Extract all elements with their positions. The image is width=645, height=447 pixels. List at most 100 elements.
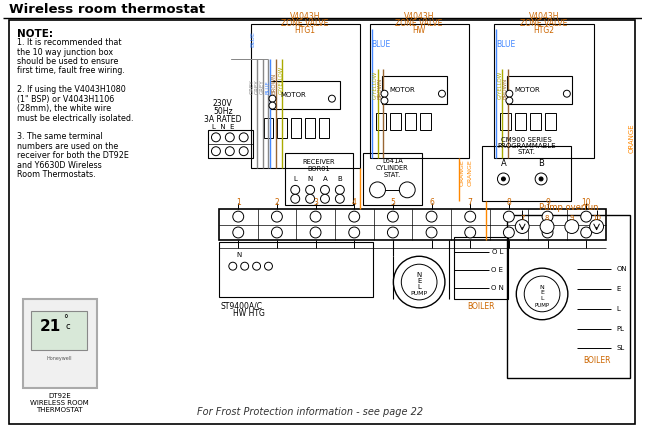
Text: MOTOR: MOTOR (514, 87, 540, 93)
Text: HTG2: HTG2 (533, 26, 555, 35)
Text: BLUE: BLUE (266, 80, 271, 94)
Text: BROWN: BROWN (503, 77, 508, 99)
Text: N: N (417, 272, 422, 278)
Circle shape (426, 227, 437, 238)
Circle shape (439, 90, 446, 97)
Text: E: E (540, 291, 544, 295)
Text: numbers are used on the: numbers are used on the (17, 142, 118, 151)
Text: PUMP: PUMP (535, 304, 550, 308)
Text: G/YELLOW: G/YELLOW (278, 65, 283, 94)
Bar (208, 131, 253, 158)
Circle shape (310, 211, 321, 222)
Bar (30, 311, 87, 350)
Text: BROWN: BROWN (378, 77, 383, 99)
Text: GREY: GREY (255, 79, 260, 94)
Bar (495, 24, 593, 158)
Bar (219, 242, 373, 297)
Text: 10: 10 (592, 215, 601, 221)
Text: (1" BSP) or V4043H1106: (1" BSP) or V4043H1106 (17, 95, 114, 104)
Bar (270, 81, 340, 109)
Text: BROWN: BROWN (272, 72, 277, 94)
Text: Honeywell: Honeywell (46, 356, 72, 361)
Text: THERMOSTAT: THERMOSTAT (36, 407, 83, 413)
Text: N: N (540, 284, 544, 290)
Text: L: L (617, 306, 620, 312)
Text: ZONE VALVE: ZONE VALVE (395, 19, 443, 28)
Circle shape (503, 211, 514, 222)
Text: ORANGE: ORANGE (628, 123, 634, 153)
Text: WIRELESS ROOM: WIRELESS ROOM (30, 400, 88, 406)
Circle shape (269, 102, 276, 109)
Text: 3: 3 (313, 198, 318, 207)
Text: A: A (501, 159, 506, 168)
Text: BLUE: BLUE (250, 31, 255, 47)
Circle shape (388, 211, 399, 222)
Circle shape (539, 177, 543, 181)
Text: G/YELLOW: G/YELLOW (497, 71, 502, 99)
Circle shape (321, 186, 330, 194)
Circle shape (540, 219, 554, 233)
Circle shape (465, 211, 475, 222)
Text: 2. If using the V4043H1080: 2. If using the V4043H1080 (17, 85, 125, 94)
Text: 230V: 230V (213, 99, 233, 108)
Circle shape (269, 95, 276, 102)
Text: L641A: L641A (382, 158, 402, 164)
Circle shape (291, 194, 300, 203)
Bar (545, 113, 556, 131)
Text: 9: 9 (570, 215, 574, 221)
Text: N: N (236, 252, 241, 258)
Text: 7: 7 (468, 198, 473, 207)
Circle shape (516, 268, 568, 320)
Circle shape (503, 227, 514, 238)
Circle shape (212, 133, 221, 142)
Text: HW HTG: HW HTG (233, 309, 264, 318)
Text: Room Thermostats.: Room Thermostats. (17, 170, 95, 179)
Bar (501, 113, 511, 131)
Text: ST9400A/C: ST9400A/C (221, 302, 263, 311)
Text: 3. The same terminal: 3. The same terminal (17, 132, 103, 141)
Circle shape (506, 90, 513, 97)
Circle shape (515, 219, 529, 233)
Text: G/YELLOW: G/YELLOW (372, 71, 377, 99)
Circle shape (225, 133, 234, 142)
Circle shape (328, 95, 335, 102)
Circle shape (542, 211, 553, 222)
Text: V4043H: V4043H (529, 12, 559, 21)
Circle shape (335, 186, 344, 194)
Circle shape (565, 219, 579, 233)
Text: 50Hz: 50Hz (213, 107, 233, 116)
Bar (508, 215, 630, 378)
Text: first time, fault free wiring.: first time, fault free wiring. (17, 67, 124, 76)
Bar (319, 118, 329, 138)
Circle shape (310, 227, 321, 238)
Text: DT92E: DT92E (48, 393, 71, 399)
Circle shape (506, 97, 513, 104)
Text: the 10 way junction box: the 10 way junction box (17, 47, 113, 57)
Circle shape (590, 219, 604, 233)
Text: 7: 7 (520, 215, 524, 221)
Text: For Frost Protection information - see page 22: For Frost Protection information - see p… (197, 407, 423, 417)
Circle shape (212, 147, 221, 156)
Text: RECEIVER: RECEIVER (303, 159, 335, 165)
Text: 8: 8 (545, 215, 550, 221)
Bar (508, 76, 572, 104)
Bar (375, 113, 386, 131)
Circle shape (524, 276, 560, 312)
Bar (530, 113, 541, 131)
Text: 1: 1 (236, 198, 241, 207)
Text: V4043H: V4043H (404, 12, 434, 21)
Text: ON: ON (617, 266, 627, 272)
Circle shape (233, 211, 244, 222)
Bar (219, 209, 606, 240)
Text: O N: O N (491, 285, 503, 291)
Bar (362, 153, 422, 205)
Circle shape (272, 227, 283, 238)
Text: B: B (337, 176, 342, 182)
Text: 10: 10 (581, 198, 591, 207)
Text: should be used to ensure: should be used to ensure (17, 57, 118, 66)
Circle shape (335, 194, 344, 203)
Circle shape (381, 97, 388, 104)
Text: 9: 9 (545, 198, 550, 207)
Circle shape (542, 227, 553, 238)
Circle shape (229, 262, 237, 270)
